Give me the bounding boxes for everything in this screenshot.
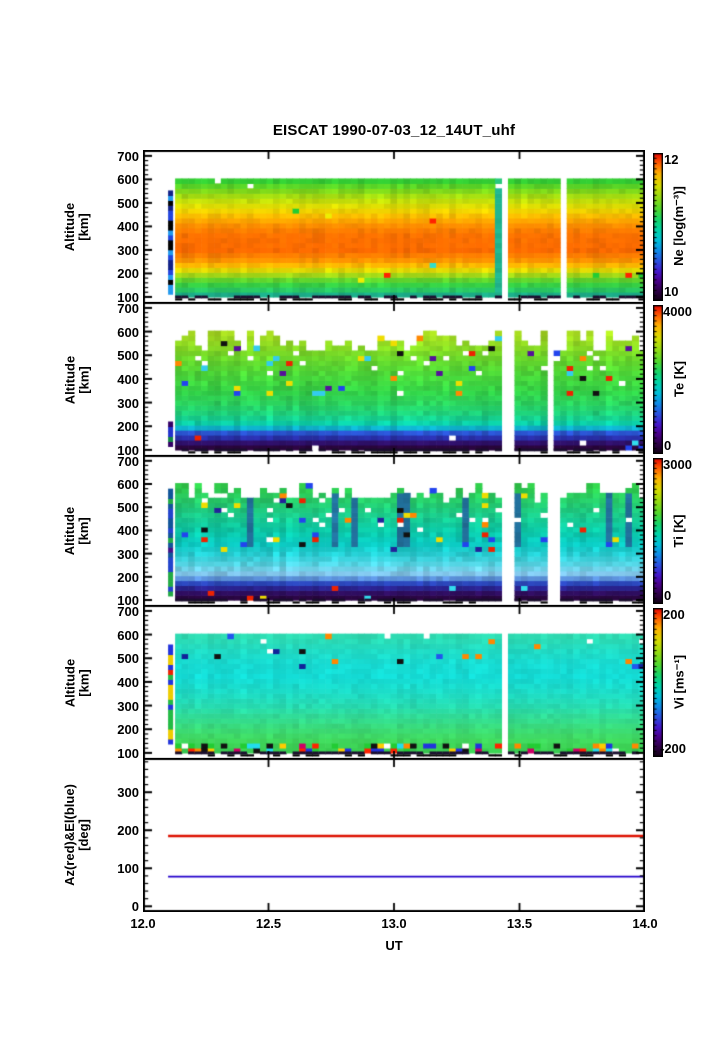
te-colorbar-label: Te [K] xyxy=(671,361,687,397)
y-tick-label: 700 xyxy=(117,453,139,469)
y-tick-label: 500 xyxy=(117,348,139,364)
y-tick-label: 500 xyxy=(117,195,139,211)
az-el-axis-label: Az(red)&El(blue) [deg] xyxy=(62,758,91,912)
altitude-label-text: Altitude xyxy=(62,506,77,556)
ti-heatmap-canvas xyxy=(143,455,645,607)
y-tick-label: 600 xyxy=(117,324,139,340)
az-el-unit-text: [deg] xyxy=(76,819,91,851)
vi-heatmap-canvas xyxy=(143,605,645,760)
altitude-axis-label-1: Altitude [km] xyxy=(62,150,91,304)
y-tick-label: 200 xyxy=(117,266,139,282)
ne-heatmap-canvas xyxy=(143,150,645,304)
ti-colorbar-min: 0 xyxy=(664,588,672,603)
altitude-axis-label-3: Altitude [km] xyxy=(62,455,91,607)
te-colorbar xyxy=(653,305,663,454)
y-tick-label: 300 xyxy=(117,546,139,562)
x-axis-title: UT xyxy=(385,938,403,953)
y-tick-label: 200 xyxy=(117,569,139,585)
x-tick-label: 12.5 xyxy=(255,916,282,931)
y-tick-label: 300 xyxy=(117,242,139,258)
y-tick-label: 200 xyxy=(117,823,139,839)
y-tick-label: 600 xyxy=(117,627,139,643)
x-tick-label: 12.0 xyxy=(130,916,156,931)
y-tick-label: 600 xyxy=(117,477,139,492)
y-tick-label: 100 xyxy=(117,289,139,305)
y-tick-label: 700 xyxy=(117,603,139,619)
chart-title: EISCAT 1990-07-03_12_14UT_uhf xyxy=(272,122,516,139)
x-tick-label: 14.0 xyxy=(632,916,658,931)
y-tick-label: 400 xyxy=(117,219,139,235)
te-colorbar-max: 4000 xyxy=(663,304,692,319)
ne-colorbar xyxy=(653,153,663,301)
y-tick-label: 300 xyxy=(117,785,139,801)
y-tick-label: 600 xyxy=(117,172,139,188)
te-colorbar-min: 0 xyxy=(664,438,672,453)
vi-colorbar xyxy=(653,608,663,757)
te-heatmap-canvas xyxy=(143,302,645,457)
altitude-axis-label-2: Altitude [km] xyxy=(62,302,91,457)
y-tick-label: 100 xyxy=(117,442,139,458)
y-tick-label: 300 xyxy=(117,698,139,714)
ne-colorbar-min: 10 xyxy=(664,284,679,299)
altitude-label-text: Altitude xyxy=(62,658,77,707)
y-tick-label: 200 xyxy=(117,419,139,435)
y-tick-label: 500 xyxy=(117,651,139,667)
az-el-line-canvas xyxy=(143,758,645,912)
altitude-unit-text: [km] xyxy=(76,213,91,241)
altitude-unit-text: [km] xyxy=(76,668,91,697)
y-tick-label: 400 xyxy=(117,674,139,690)
y-tick-label: 200 xyxy=(117,722,139,738)
ti-colorbar-label: Ti [K] xyxy=(671,514,686,548)
y-tick-label: 100 xyxy=(117,745,139,761)
vi-colorbar-min: -200 xyxy=(660,741,687,756)
vi-colorbar-max: 200 xyxy=(663,607,685,622)
az-el-label-text: Az(red)&El(blue) xyxy=(62,784,77,886)
y-tick-label: 400 xyxy=(117,523,139,539)
altitude-label-text: Altitude xyxy=(62,202,77,252)
ne-colorbar-max: 12 xyxy=(664,152,679,167)
x-tick-label: 13.5 xyxy=(506,916,533,931)
y-tick-label: 400 xyxy=(117,371,139,387)
y-tick-label: 0 xyxy=(131,899,139,915)
ne-colorbar-label: Ne [log(m⁻³)] xyxy=(671,186,686,266)
x-tick-label: 13.0 xyxy=(381,916,407,931)
ti-colorbar xyxy=(653,458,663,604)
y-tick-label: 100 xyxy=(117,593,139,609)
altitude-unit-text: [km] xyxy=(76,517,91,545)
altitude-label-text: Altitude xyxy=(62,355,77,404)
y-tick-label: 300 xyxy=(117,395,139,411)
y-tick-label: 700 xyxy=(117,148,139,164)
altitude-axis-label-4: Altitude [km] xyxy=(62,605,91,760)
y-tick-label: 700 xyxy=(117,300,139,316)
y-tick-label: 100 xyxy=(117,861,139,877)
ti-colorbar-max: 3000 xyxy=(663,457,692,472)
y-tick-label: 500 xyxy=(117,500,139,516)
vi-colorbar-label: Vi [ms⁻¹] xyxy=(671,654,687,710)
altitude-unit-text: [km] xyxy=(76,365,91,394)
